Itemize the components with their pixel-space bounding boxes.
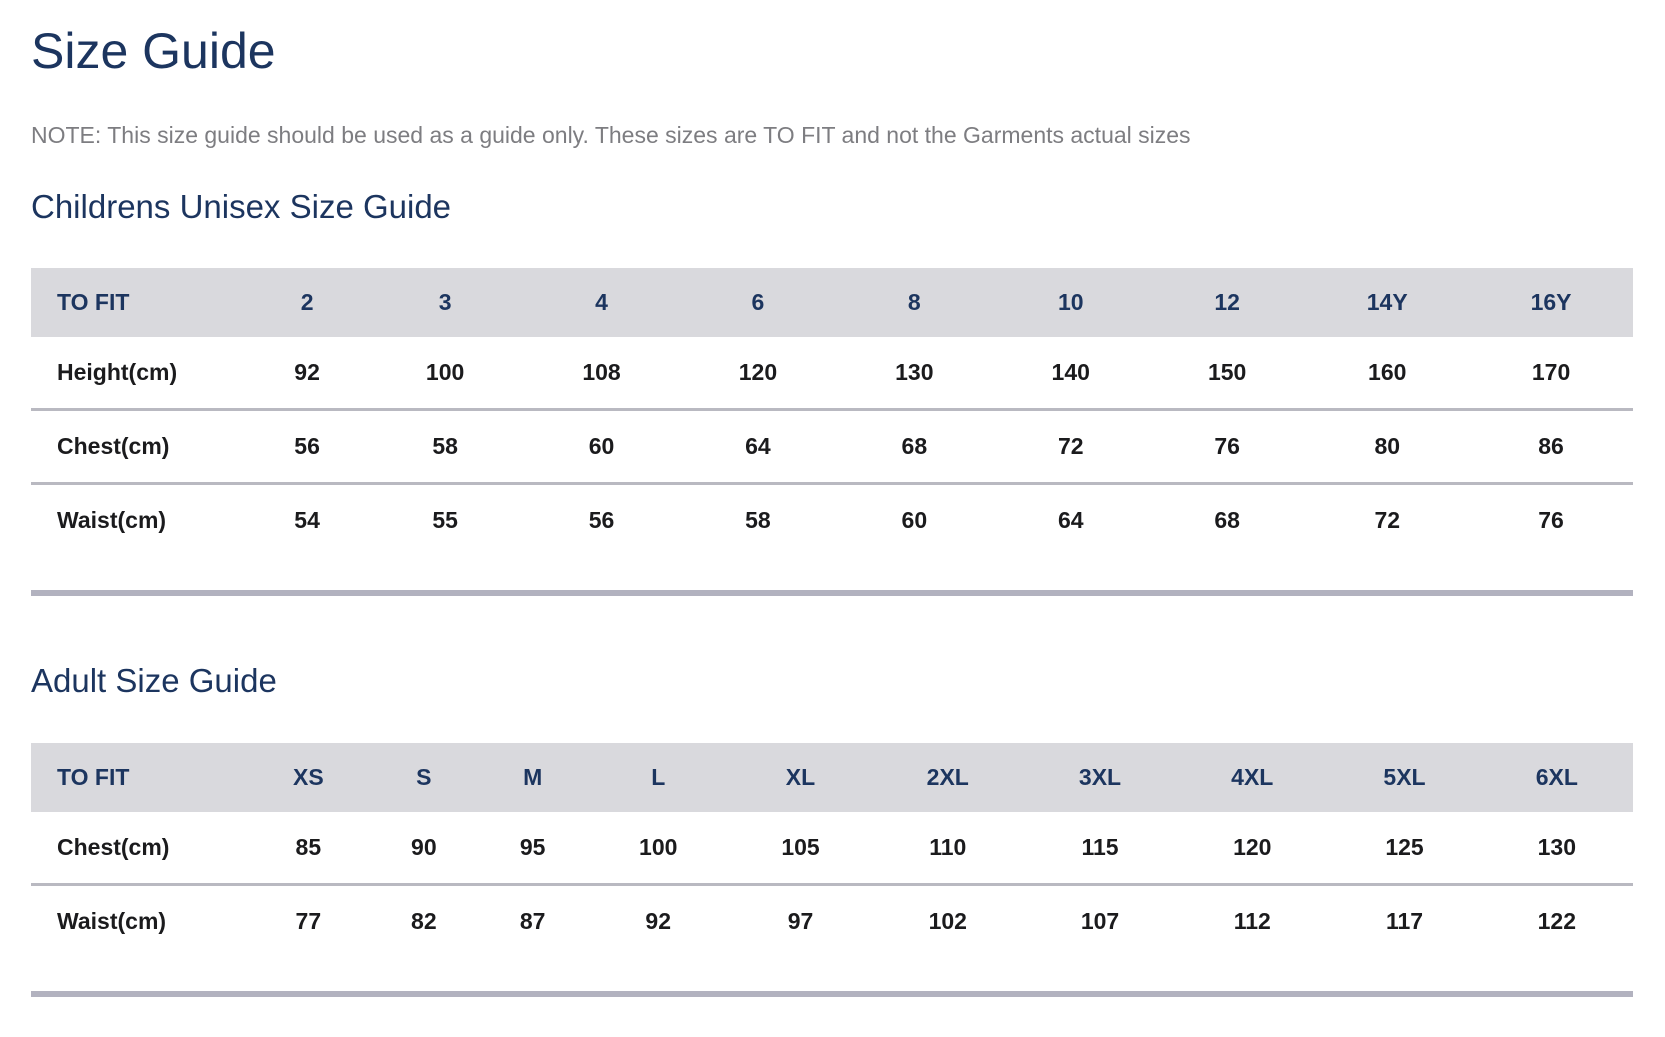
size-value-cell: 112 xyxy=(1176,882,1329,994)
size-value-cell: 110 xyxy=(871,811,1024,885)
children-size-section: Childrens Unisex Size Guide TO FIT 2 3 4 6 8 1… xyxy=(31,187,1633,597)
adult-size-section: Adult Size Guide TO FIT XS S M L XL 2XL 3XL 4XL 5… xyxy=(31,664,1633,997)
size-value-cell: 92 xyxy=(247,337,367,410)
size-value-cell: 90 xyxy=(369,811,479,885)
size-column-header: 6 xyxy=(679,268,837,338)
size-value-cell: 82 xyxy=(369,882,479,994)
size-value-cell: 115 xyxy=(1023,811,1177,885)
size-value-cell: 100 xyxy=(587,811,730,885)
size-value-cell: 72 xyxy=(1305,482,1470,594)
adult-section-title: Adult Size Guide xyxy=(31,662,277,700)
size-value-cell: 122 xyxy=(1480,882,1633,994)
size-value-cell: 97 xyxy=(729,882,872,994)
size-value-cell: 140 xyxy=(992,337,1149,410)
size-value-cell: 160 xyxy=(1305,337,1470,410)
table-header-row: TO FIT XS S M L XL 2XL 3XL 4XL 5XL 6XL xyxy=(31,742,1633,812)
size-column-header: M xyxy=(478,742,588,812)
size-value-cell: 56 xyxy=(247,408,367,484)
size-value-cell: 105 xyxy=(729,811,872,885)
size-value-cell: 72 xyxy=(992,408,1149,484)
size-value-cell: 95 xyxy=(478,811,588,885)
measurement-row-label: Waist(cm) xyxy=(31,882,248,994)
size-value-cell: 100 xyxy=(366,337,524,410)
size-value-cell: 108 xyxy=(523,337,680,410)
measurement-row: Chest(cm) 85 90 95 100 105 110 115 120 125 130 xyxy=(31,811,1633,885)
size-value-cell: 107 xyxy=(1023,882,1177,994)
children-size-table: TO FIT 2 3 4 6 8 10 12 14Y 16Y Height(cm) 92 100 108 1… xyxy=(31,268,1633,597)
size-column-header: 10 xyxy=(992,268,1149,338)
to-fit-column-header: TO FIT xyxy=(31,742,248,812)
size-value-cell: 117 xyxy=(1328,882,1481,994)
measurement-row: Waist(cm) 54 55 56 58 60 64 68 72 76 xyxy=(31,482,1633,594)
size-value-cell: 58 xyxy=(366,408,524,484)
measurement-row-label: Chest(cm) xyxy=(31,811,248,885)
size-value-cell: 55 xyxy=(366,482,524,594)
size-value-cell: 85 xyxy=(247,811,370,885)
size-guide-note: NOTE: This size guide should be used as … xyxy=(31,122,1191,148)
size-column-header: 4XL xyxy=(1176,742,1329,812)
size-value-cell: 102 xyxy=(871,882,1024,994)
adult-size-table: TO FIT XS S M L XL 2XL 3XL 4XL 5XL 6XL Chest(cm) 85 9… xyxy=(31,742,1633,997)
size-column-header: 4 xyxy=(523,268,680,338)
size-column-header: 6XL xyxy=(1480,742,1633,812)
size-column-header: 5XL xyxy=(1328,742,1481,812)
size-value-cell: 76 xyxy=(1469,482,1633,594)
measurement-row-label: Height(cm) xyxy=(31,337,248,410)
size-value-cell: 87 xyxy=(478,882,588,994)
measurement-row: Waist(cm) 77 82 87 92 97 102 107 112 117 122 xyxy=(31,882,1633,994)
size-value-cell: 92 xyxy=(587,882,730,994)
measurement-row: Chest(cm) 56 58 60 64 68 72 76 80 86 xyxy=(31,408,1633,484)
measurement-row-label: Waist(cm) xyxy=(31,482,248,594)
size-column-header: 2 xyxy=(247,268,367,338)
size-value-cell: 130 xyxy=(1480,811,1633,885)
size-value-cell: 68 xyxy=(1148,482,1306,594)
size-column-header: XS xyxy=(247,742,370,812)
size-column-header: 16Y xyxy=(1469,268,1633,338)
size-value-cell: 68 xyxy=(836,408,993,484)
measurement-row: Height(cm) 92 100 108 120 130 140 150 160 170 xyxy=(31,337,1633,410)
size-value-cell: 56 xyxy=(523,482,680,594)
size-column-header: XL xyxy=(729,742,872,812)
to-fit-column-header: TO FIT xyxy=(31,268,248,338)
size-column-header: 12 xyxy=(1148,268,1306,338)
size-value-cell: 64 xyxy=(992,482,1149,594)
size-value-cell: 60 xyxy=(836,482,993,594)
size-column-header: S xyxy=(369,742,479,812)
children-section-title: Childrens Unisex Size Guide xyxy=(31,187,452,225)
size-value-cell: 125 xyxy=(1328,811,1481,885)
size-value-cell: 54 xyxy=(247,482,367,594)
size-column-header: 8 xyxy=(836,268,993,338)
size-value-cell: 64 xyxy=(679,408,837,484)
page-title: Size Guide xyxy=(31,23,276,79)
size-value-cell: 80 xyxy=(1305,408,1470,484)
size-value-cell: 60 xyxy=(523,408,680,484)
size-value-cell: 120 xyxy=(1176,811,1329,885)
size-value-cell: 58 xyxy=(679,482,837,594)
size-value-cell: 77 xyxy=(247,882,370,994)
size-column-header: 2XL xyxy=(871,742,1024,812)
size-column-header: 14Y xyxy=(1305,268,1470,338)
size-column-header: 3 xyxy=(366,268,524,338)
table-header-row: TO FIT 2 3 4 6 8 10 12 14Y 16Y xyxy=(31,268,1633,338)
size-column-header: L xyxy=(587,742,730,812)
size-value-cell: 76 xyxy=(1148,408,1306,484)
size-column-header: 3XL xyxy=(1023,742,1177,812)
size-value-cell: 120 xyxy=(679,337,837,410)
size-value-cell: 150 xyxy=(1148,337,1306,410)
measurement-row-label: Chest(cm) xyxy=(31,408,248,484)
size-value-cell: 130 xyxy=(836,337,993,410)
size-value-cell: 86 xyxy=(1469,408,1633,484)
size-value-cell: 170 xyxy=(1469,337,1633,410)
